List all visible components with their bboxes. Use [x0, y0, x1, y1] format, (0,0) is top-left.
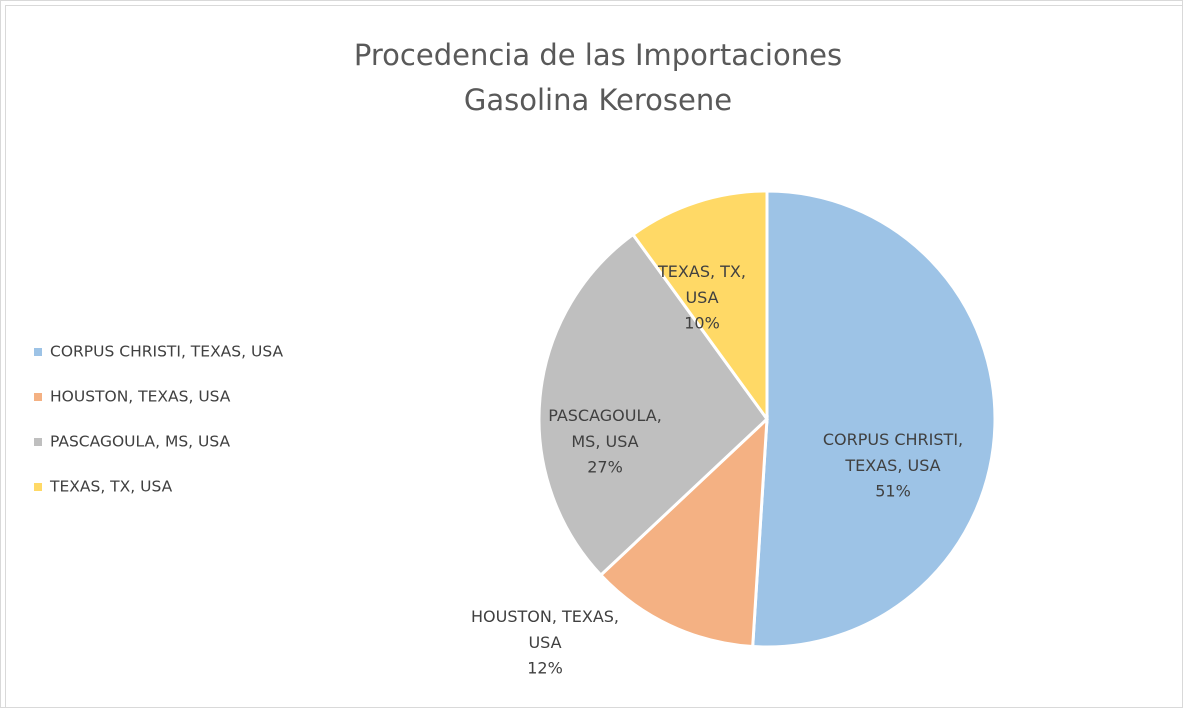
chart-title: Gasolina Kerosene: [464, 83, 732, 117]
legend-swatch: [34, 348, 42, 356]
pie-slice: [598, 415, 769, 649]
data-label-category: HOUSTON, TEXAS, USA: [471, 607, 619, 652]
pie-slice: [630, 189, 769, 424]
chart-title: Procedencia de las Importaciones: [354, 38, 842, 72]
legend-swatch: [34, 483, 42, 491]
legend-swatch: [34, 438, 42, 446]
legend-label: TEXAS, TX, USA: [49, 478, 173, 496]
pie-slice: [751, 189, 997, 649]
legend-label: PASCAGOULA, MS, USA: [50, 433, 230, 451]
data-label-category: TEXAS, TX, USA: [657, 262, 746, 307]
legend-swatch: [34, 393, 42, 401]
data-label-value: 51%: [875, 482, 911, 501]
data-label-category: PASCAGOULA, MS, USA: [548, 406, 662, 451]
legend-label: HOUSTON, TEXAS, USA: [50, 388, 231, 406]
data-label-value: 10%: [684, 314, 720, 333]
data-label-value: 27%: [587, 458, 623, 477]
legend-label: CORPUS CHRISTI, TEXAS, USA: [50, 343, 283, 361]
pie-slice: [537, 232, 769, 578]
data-label-value: 12%: [527, 659, 563, 678]
data-label-category: CORPUS CHRISTI, TEXAS, USA: [823, 430, 963, 475]
